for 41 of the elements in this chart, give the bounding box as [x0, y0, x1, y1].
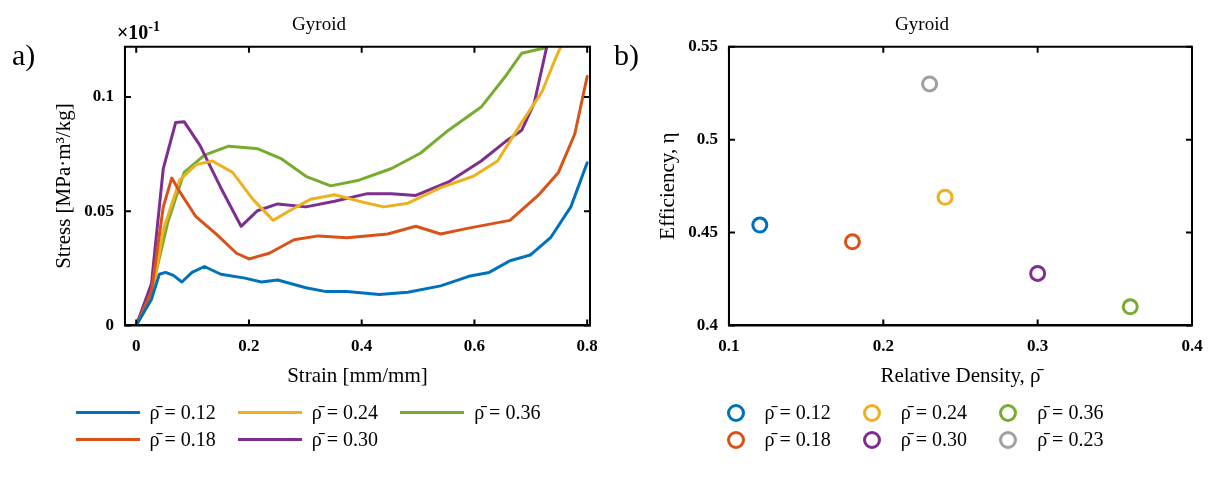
y-tick-label: 0.55 — [688, 36, 718, 56]
y-tick-label: 0.45 — [688, 221, 718, 241]
x-axis-title: Strain [mm/mm] — [287, 362, 428, 387]
legend-label: ρ̄ = 0.18 — [764, 428, 831, 451]
point — [843, 233, 861, 251]
y-tick-label: 0 — [105, 314, 114, 334]
legend-label: ρ̄ = 0.36 — [1037, 401, 1104, 424]
x-tick-label: 0.4 — [351, 335, 373, 355]
x-tick-label: 0.6 — [463, 335, 486, 355]
legend-label: ρ̄ = 0.36 — [474, 401, 541, 424]
legend-label: ρ̄ = 0.23 — [1037, 428, 1104, 451]
y-tick-label: 0.5 — [696, 129, 718, 149]
legend-label: ρ̄ = 0.30 — [311, 428, 379, 451]
y-axis-title: Efficiency, η — [655, 132, 680, 240]
legend-label: ρ̄ = 0.12 — [149, 401, 216, 424]
x-tick-label: 0.3 — [1027, 335, 1049, 355]
point — [1121, 298, 1139, 316]
point — [1029, 264, 1047, 282]
y-tick-label: 0.1 — [92, 86, 114, 106]
x-tick-label: 0.2 — [238, 335, 260, 355]
point — [751, 216, 769, 234]
text: b) — [614, 37, 639, 72]
legend-label: ρ̄ = 0.30 — [900, 428, 968, 451]
legend-label: ρ̄ = 0.12 — [764, 401, 831, 424]
y-axis-title: Stress [MPa·m³/kg] — [51, 103, 76, 269]
x-tick-label: 0 — [131, 335, 141, 355]
y-tick-label: 0.4 — [696, 314, 719, 334]
x-tick-label: 0.2 — [872, 335, 894, 355]
point — [936, 188, 954, 206]
legend-label: ρ̄ = 0.24 — [900, 401, 968, 424]
legend-label: ρ̄ = 0.18 — [149, 428, 216, 451]
x-tick-label: 0.1 — [718, 335, 740, 355]
chart-title: Gyroid — [895, 13, 950, 35]
point — [921, 75, 939, 93]
chart-title: Gyroid — [292, 13, 347, 35]
x-tick-label: 0.4 — [1181, 335, 1204, 355]
y-tick-label: 0.05 — [84, 200, 114, 220]
legend-label: ρ̄ = 0.24 — [311, 401, 379, 424]
x-axis-title: Relative Density, ρ̄ — [880, 362, 1045, 387]
text: a) — [12, 37, 36, 72]
x-tick-label: 0.8 — [576, 335, 598, 355]
